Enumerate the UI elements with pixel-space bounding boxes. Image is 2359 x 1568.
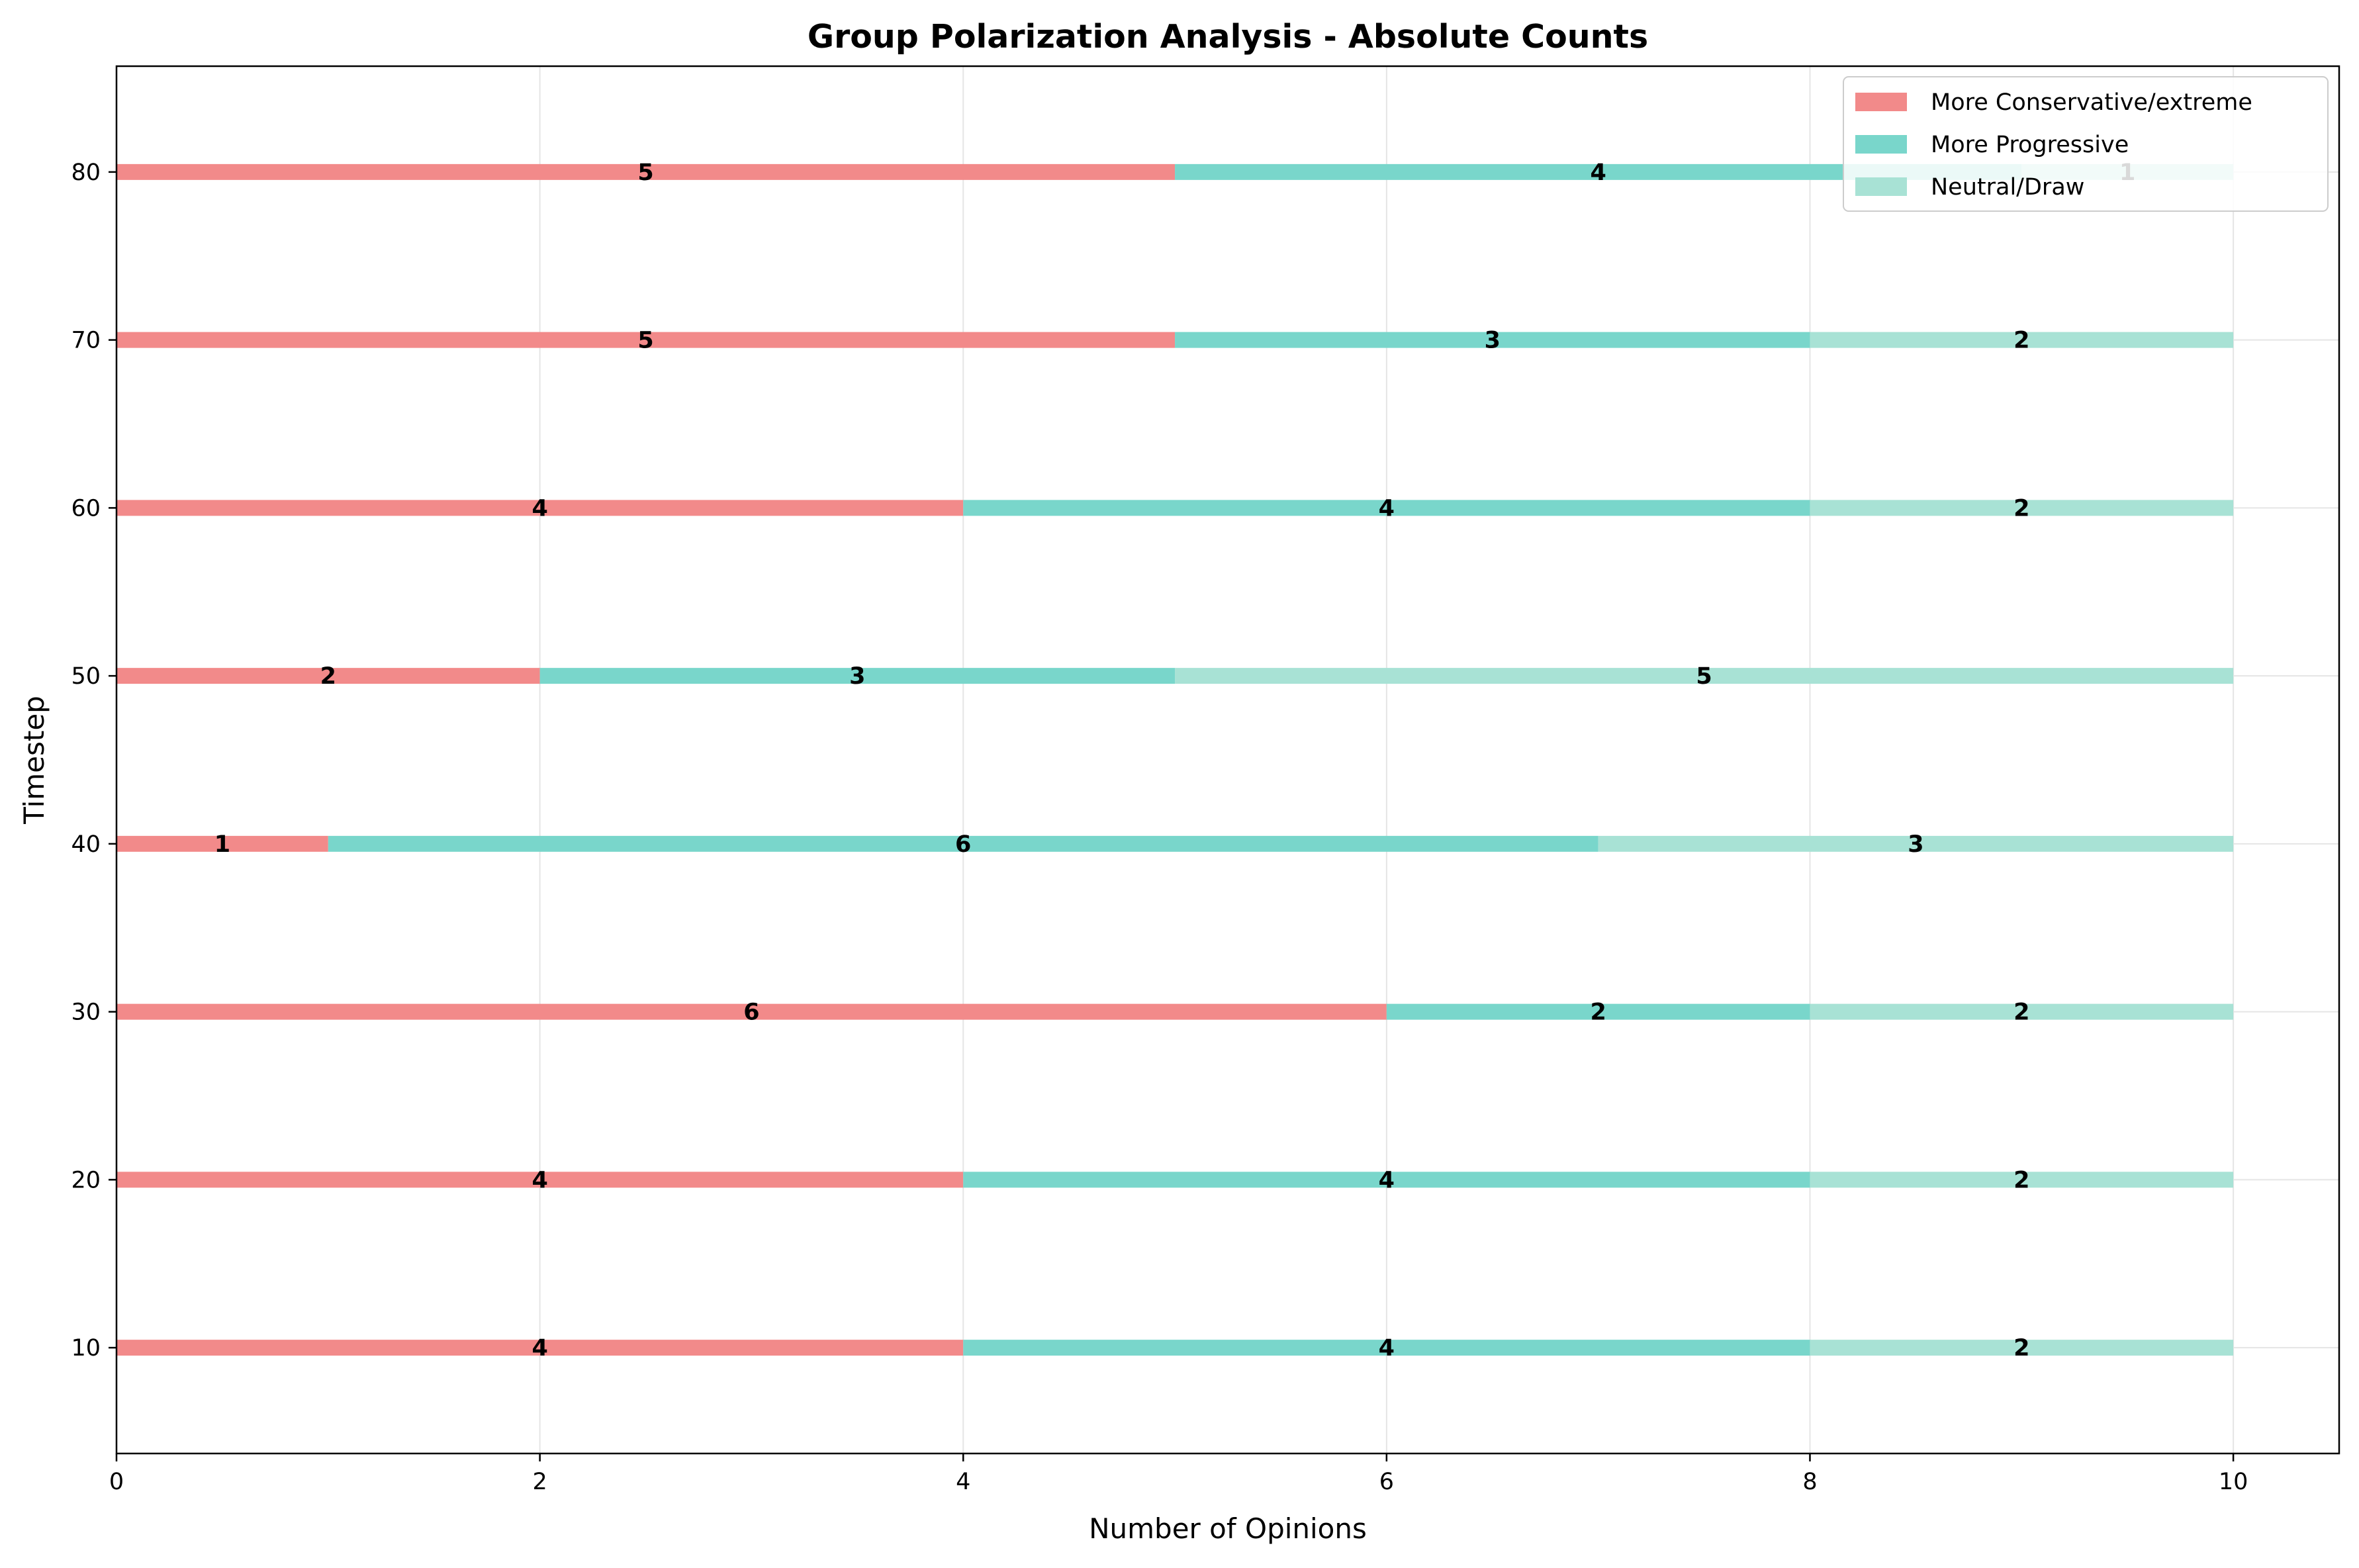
x-tick-label: 10 [2219, 1469, 2248, 1495]
bar-segment-conservative [116, 835, 328, 852]
x-tick-label: 6 [1379, 1469, 1394, 1495]
y-axis-label: Timestep [18, 696, 50, 825]
chart-title: Group Polarization Analysis - Absolute C… [808, 18, 1648, 56]
legend-label-neutral: Neutral/Draw [1931, 174, 2084, 201]
bar-segment-conservative [116, 1340, 964, 1356]
bar-segment-progressive [1175, 332, 1810, 348]
bar-segment-conservative [116, 163, 1176, 180]
x-tick-label: 2 [532, 1469, 547, 1495]
x-tick-label: 0 [109, 1469, 124, 1495]
x-axis-ticks: 0 2 4 6 8 10 [109, 1453, 2248, 1495]
bar-segment-neutral [1175, 668, 2234, 684]
bar-value-label: 4 [1379, 495, 1395, 522]
y-tick-label: 60 [71, 495, 101, 522]
bar-segment-conservative [116, 668, 540, 684]
legend-label-conservative: More Conservative/extreme [1931, 89, 2252, 116]
bar-segment-neutral [1810, 1003, 2234, 1020]
bar-value-label: 1 [214, 831, 230, 858]
y-tick-label: 20 [71, 1167, 101, 1193]
bar-value-label: 3 [1485, 328, 1501, 354]
bar-segment-neutral [1810, 500, 2234, 516]
y-tick-label: 70 [71, 328, 101, 354]
bar-segment-neutral [1598, 835, 2234, 852]
y-tick-label: 30 [71, 999, 101, 1026]
bar-label-layer: 442442622163235442532541 [214, 160, 2136, 1361]
bar-value-label: 6 [955, 831, 971, 858]
bar-layer [116, 163, 2234, 1356]
legend-frame [1843, 76, 2329, 212]
y-axis-ticks: 10 20 30 40 50 60 70 80 [71, 160, 116, 1361]
legend: More Conservative/extreme More Progressi… [1843, 76, 2329, 212]
legend-swatch-neutral [1855, 177, 1907, 196]
bar-value-label: 4 [1379, 1335, 1395, 1361]
bar-value-label: 4 [532, 1335, 547, 1361]
bar-segment-conservative [116, 500, 964, 516]
bar-value-label: 2 [2013, 1335, 2029, 1361]
x-axis-label: Number of Opinions [1089, 1512, 1367, 1545]
bar-value-label: 4 [532, 1167, 547, 1193]
bar-value-label: 5 [1696, 663, 1712, 690]
bar-value-label: 4 [1590, 160, 1606, 186]
bar-value-label: 2 [2013, 999, 2029, 1026]
bar-segment-progressive [1386, 1003, 1810, 1020]
bar-segment-neutral [1810, 1172, 2234, 1188]
x-tick-label: 4 [956, 1469, 970, 1495]
y-tick-label: 50 [71, 663, 101, 690]
y-tick-label: 10 [71, 1335, 101, 1361]
bar-value-label: 2 [2013, 1167, 2029, 1193]
legend-label-progressive: More Progressive [1931, 132, 2129, 158]
bar-segment-conservative [116, 332, 1176, 348]
legend-swatch-progressive [1855, 135, 1907, 154]
bar-value-label: 6 [743, 999, 759, 1026]
bar-value-label: 3 [1908, 831, 1923, 858]
bar-value-label: 2 [2013, 328, 2029, 354]
bar-segment-progressive [328, 835, 1598, 852]
bar-segment-progressive [539, 668, 1176, 684]
y-tick-label: 80 [71, 160, 101, 186]
bar-value-label: 2 [320, 663, 336, 690]
bar-value-label: 5 [637, 328, 653, 354]
bar-segment-progressive [963, 1172, 1810, 1188]
x-tick-label: 8 [1802, 1469, 1817, 1495]
bar-segment-progressive [963, 500, 1810, 516]
bar-segment-conservative [116, 1172, 964, 1188]
bar-value-label: 4 [1379, 1167, 1395, 1193]
bar-value-label: 3 [849, 663, 865, 690]
bar-segment-neutral [1810, 1340, 2234, 1356]
bar-segment-conservative [116, 1003, 1387, 1020]
y-tick-label: 40 [71, 831, 101, 858]
bar-value-label: 2 [1590, 999, 1606, 1026]
bar-segment-progressive [963, 1340, 1810, 1356]
bar-value-label: 5 [637, 160, 653, 186]
bar-value-label: 4 [532, 495, 547, 522]
bar-value-label: 2 [2013, 495, 2029, 522]
bar-segment-neutral [1810, 332, 2234, 348]
plot-frame [115, 65, 2340, 1455]
legend-swatch-conservative [1855, 93, 1907, 111]
